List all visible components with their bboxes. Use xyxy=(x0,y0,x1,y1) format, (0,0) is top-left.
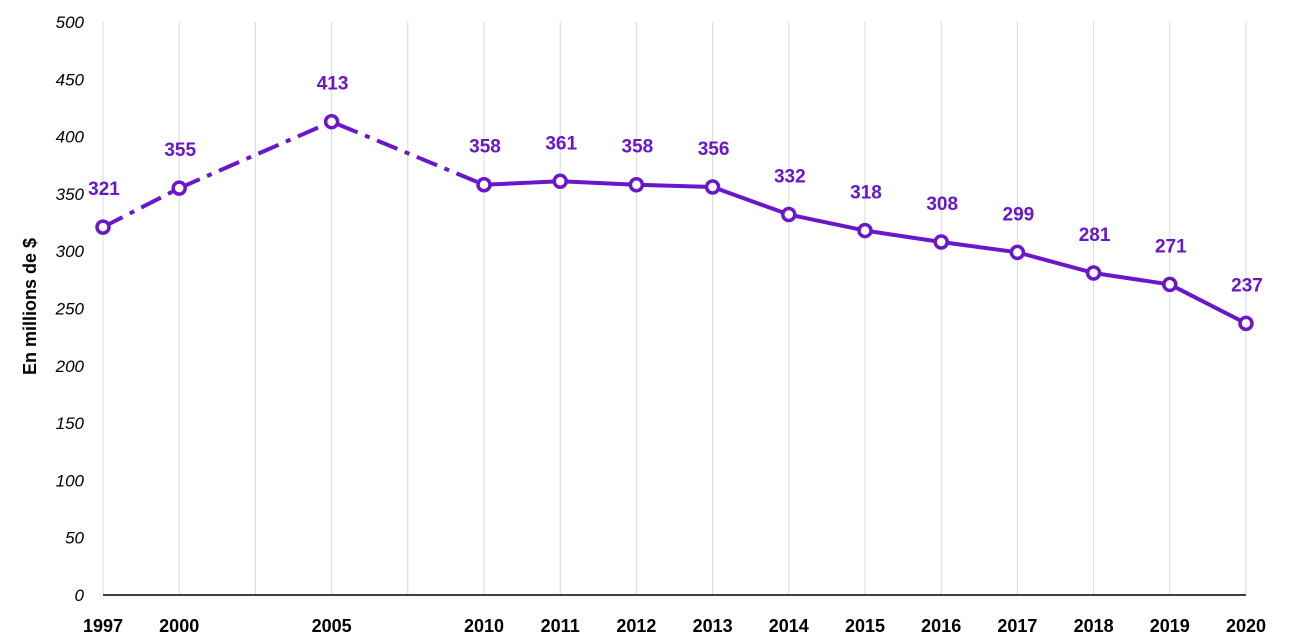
data-label: 321 xyxy=(88,179,120,200)
x-tick-label: 2014 xyxy=(769,616,809,636)
series-line-dashed xyxy=(102,119,485,229)
data-label: 281 xyxy=(1079,225,1111,246)
x-tick-label: 2000 xyxy=(159,616,199,636)
x-tick-label: 2011 xyxy=(541,616,580,636)
series-lines xyxy=(102,119,1247,326)
data-label: 358 xyxy=(622,137,654,158)
y-tick-label: 450 xyxy=(56,70,85,89)
data-point xyxy=(704,179,721,195)
x-tick-label: 2015 xyxy=(845,616,885,636)
data-label: 358 xyxy=(469,137,501,158)
x-tick-label: 2019 xyxy=(1150,616,1190,636)
x-tick-label: 2005 xyxy=(312,616,352,636)
data-label: 356 xyxy=(698,139,730,160)
data-label: 308 xyxy=(926,194,958,215)
data-point xyxy=(552,173,568,190)
x-tick-label: 2017 xyxy=(997,616,1037,636)
x-tick-label: 2012 xyxy=(616,616,656,636)
y-tick-label: 500 xyxy=(56,13,85,32)
data-point xyxy=(1238,315,1254,332)
series-points xyxy=(95,113,1254,332)
y-tick-label: 200 xyxy=(55,357,85,376)
y-tick-label: 250 xyxy=(55,300,85,319)
vertical-gridlines xyxy=(102,22,1247,595)
data-point xyxy=(1085,265,1102,281)
data-point xyxy=(628,176,645,193)
data-label: 332 xyxy=(774,167,806,188)
data-label: 318 xyxy=(850,183,882,204)
x-tick-label: 2016 xyxy=(921,616,961,636)
x-tick-label: 2018 xyxy=(1074,616,1114,636)
data-point xyxy=(1162,276,1178,293)
data-label: 299 xyxy=(1003,204,1035,225)
data-labels: 321 355 413 358 361 358 356 332 318 308 299 281 271 2… xyxy=(88,74,1263,297)
data-point xyxy=(933,234,949,250)
data-label: 413 xyxy=(317,74,349,95)
x-tick-label: 1997 xyxy=(83,616,123,636)
data-label: 237 xyxy=(1231,275,1263,296)
data-point xyxy=(857,222,873,239)
data-point xyxy=(781,206,797,223)
x-tick-label: 2010 xyxy=(464,616,504,636)
x-tick-label: 2020 xyxy=(1226,616,1266,636)
y-tick-label: 400 xyxy=(56,128,85,147)
y-tick-label: 150 xyxy=(56,414,85,433)
x-axis-ticks: 1997 2000 2005 2010 2011 2012 2013 2014 2015 2016… xyxy=(83,616,1266,636)
data-point xyxy=(1009,244,1026,261)
y-tick-label: 100 xyxy=(56,471,85,490)
y-axis-ticks: 0 50 100 150 200 250 300 350 400 450 500 xyxy=(55,13,85,605)
data-label: 361 xyxy=(545,133,577,154)
y-tick-label: 0 xyxy=(75,586,85,605)
y-axis-title: En millions de $ xyxy=(20,238,40,375)
data-point xyxy=(476,176,492,193)
data-label: 355 xyxy=(164,140,196,161)
y-tick-label: 50 xyxy=(65,529,84,548)
x-tick-label: 2013 xyxy=(693,616,733,636)
y-tick-label: 350 xyxy=(56,185,85,204)
y-tick-label: 300 xyxy=(56,242,85,261)
data-point xyxy=(323,113,340,130)
data-point xyxy=(171,180,187,196)
data-label: 271 xyxy=(1155,236,1187,257)
data-point xyxy=(95,219,111,235)
